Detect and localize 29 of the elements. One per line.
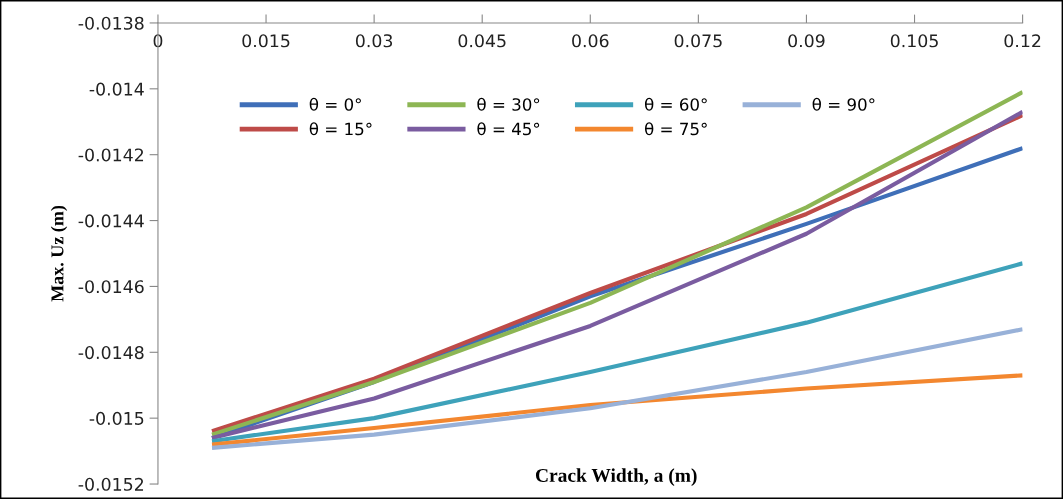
legend-label: θ = 30° (477, 97, 540, 111)
x-tick-label: 0.075 (674, 34, 722, 48)
x-tick-label: 0 (153, 34, 163, 48)
legend-label: θ = 15° (309, 122, 372, 136)
y-tick-label: -0.0144 (78, 214, 144, 228)
x-tick-label: 0.09 (788, 34, 825, 48)
y-tick-label: -0.0152 (78, 477, 144, 491)
x-tick-label: 0.06 (572, 34, 609, 48)
x-tick-label: 0.105 (890, 34, 938, 48)
y-axis-title: Max. Uz (m) (50, 205, 68, 302)
y-tick-label: -0.014 (89, 82, 144, 96)
legend-label: θ = 60° (644, 97, 707, 111)
x-tick-label: 0.045 (458, 34, 506, 48)
legend-label: θ = 90° (812, 97, 875, 111)
x-axis-title: Crack Width, a (m) (535, 468, 697, 486)
legend-label: θ = 0° (309, 97, 361, 111)
y-tick-label: -0.0142 (78, 148, 144, 162)
line-series (209, 261, 1023, 444)
x-tick-label: 0.12 (1004, 34, 1041, 48)
line-series (209, 373, 1023, 447)
legend-label: θ = 45° (477, 122, 540, 136)
y-tick-label: -0.0148 (78, 346, 144, 360)
x-tick-label: 0.03 (355, 34, 393, 48)
y-tick-label: -0.015 (89, 411, 144, 425)
y-tick-label: -0.0146 (78, 280, 144, 294)
y-tick-label: -0.0138 (78, 16, 144, 30)
legend-label: θ = 75° (644, 122, 707, 136)
x-tick-label: 0.015 (242, 34, 290, 48)
line-series (209, 327, 1023, 450)
